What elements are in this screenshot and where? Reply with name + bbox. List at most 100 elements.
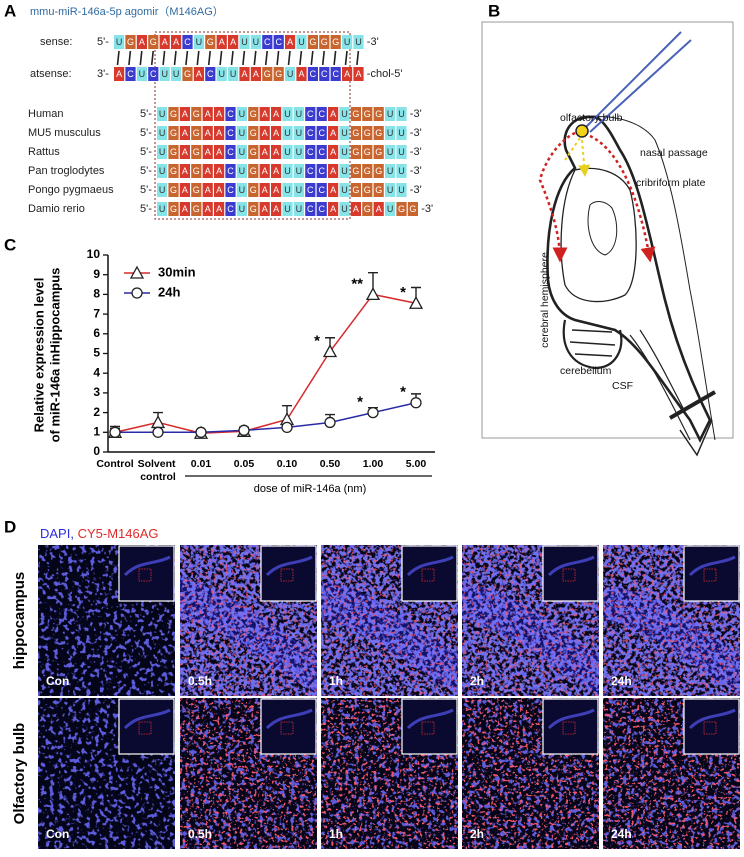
nucleotide-box	[148, 35, 159, 49]
diagram-label: nasal passage	[640, 147, 708, 159]
nucleotide: G	[250, 147, 257, 157]
nucleotide: U	[296, 204, 303, 214]
nucleotide-box	[373, 202, 384, 216]
x-tick-label: 0.05	[234, 458, 255, 470]
nucleotide-box	[305, 126, 316, 140]
timepoint-label: 0.5h	[188, 827, 212, 841]
nucleotide-box	[193, 67, 204, 81]
inset-structure	[265, 555, 313, 577]
nucleotide-box	[205, 67, 216, 81]
micrograph: 0.5h	[180, 545, 317, 696]
nucleotide-box	[407, 202, 418, 216]
nucleotide-box	[305, 145, 316, 159]
nucleotide: U	[159, 128, 166, 138]
panel-frame	[481, 21, 734, 439]
nucleotide-box	[214, 107, 225, 121]
nucleotide-box	[350, 126, 361, 140]
nucleotide: U	[387, 185, 394, 195]
nucleotide-box	[239, 35, 250, 49]
nucleotide: G	[364, 147, 371, 157]
significance: *	[314, 332, 320, 349]
inset-roi	[703, 721, 717, 735]
nucleotide-box	[159, 35, 170, 49]
nucleotide: C	[307, 147, 314, 157]
nucleotide-box	[271, 145, 282, 159]
nucleotide: A	[287, 37, 293, 47]
nucleotide: C	[227, 166, 234, 176]
x-tick-label: 0.50	[320, 458, 341, 470]
inset-structure	[406, 555, 454, 577]
nucleotide: U	[161, 69, 168, 79]
nucleotide: U	[241, 37, 248, 47]
nucleotide-box	[182, 35, 193, 49]
base-pair	[356, 50, 360, 66]
nucleotide-box	[316, 202, 327, 216]
nucleotide-box	[305, 183, 316, 197]
diagram-label: cerebral hemisphere	[539, 252, 551, 348]
nucleotide-box	[328, 107, 339, 121]
nucleotide: A	[205, 185, 211, 195]
nucleotide: G	[207, 37, 214, 47]
needle	[589, 39, 692, 133]
x-tick-label: 1.00	[363, 458, 384, 470]
nucleotide: G	[193, 128, 200, 138]
inset-structure	[123, 708, 171, 730]
strand-end: 5'-	[97, 36, 109, 48]
nucleotide-box	[296, 35, 307, 49]
nucleotide-box	[214, 202, 225, 216]
strand-end: -3'	[410, 184, 422, 196]
nucleotide: U	[284, 185, 291, 195]
y-tick-label: 3	[93, 385, 100, 399]
nucleotide: A	[162, 37, 168, 47]
nucleotide: C	[318, 147, 325, 157]
nucleotide: A	[262, 109, 268, 119]
nucleotide: C	[227, 109, 234, 119]
nucleotide-box	[271, 202, 282, 216]
nucleotide: G	[352, 109, 359, 119]
y-tick-label: 6	[93, 326, 100, 340]
strand-end: -3'	[410, 165, 422, 177]
nucleotide-box	[236, 126, 247, 140]
inset-structure	[265, 708, 313, 730]
nucleotide: U	[253, 37, 260, 47]
nucleotide: A	[216, 109, 222, 119]
nucleotide-box	[350, 107, 361, 121]
nucleotide: G	[170, 147, 177, 157]
nucleotide-box	[282, 202, 293, 216]
base-pair	[116, 50, 120, 66]
nucleotide: G	[250, 185, 257, 195]
nucleotide: U	[139, 69, 146, 79]
nucleotide: G	[250, 204, 257, 214]
nucleotide: U	[296, 128, 303, 138]
nucleotide: U	[230, 69, 237, 79]
nucleotide: A	[344, 69, 350, 79]
marker	[129, 265, 145, 279]
nucleotide: A	[205, 128, 211, 138]
nucleotide: C	[150, 69, 157, 79]
nucleotide: C	[321, 69, 328, 79]
nucleotide: U	[296, 109, 303, 119]
nucleotide: A	[139, 37, 145, 47]
row-label: atsense:	[30, 68, 72, 80]
nucleotide: A	[273, 128, 279, 138]
strand-end: 5'-	[140, 165, 152, 177]
nucleotide-box	[362, 126, 373, 140]
nucleotide-box	[179, 202, 190, 216]
nucleotide-box	[250, 67, 261, 81]
nucleotide: U	[284, 166, 291, 176]
nucleotide-box	[114, 67, 125, 81]
nucleotide: U	[344, 37, 351, 47]
nucleotide-box	[225, 183, 236, 197]
base-pair	[333, 50, 337, 66]
nucleotide-box	[262, 67, 273, 81]
nucleotide: U	[287, 69, 294, 79]
nucleotide: A	[298, 69, 304, 79]
x-tick-label: 0.01	[191, 458, 212, 470]
nucleotide: C	[227, 147, 234, 157]
series-line	[114, 293, 417, 435]
nucleotide-box	[350, 183, 361, 197]
nucleotide: U	[159, 147, 166, 157]
marker	[322, 344, 338, 358]
nucleotide: C	[127, 69, 134, 79]
timepoint-label: Con	[46, 674, 69, 688]
